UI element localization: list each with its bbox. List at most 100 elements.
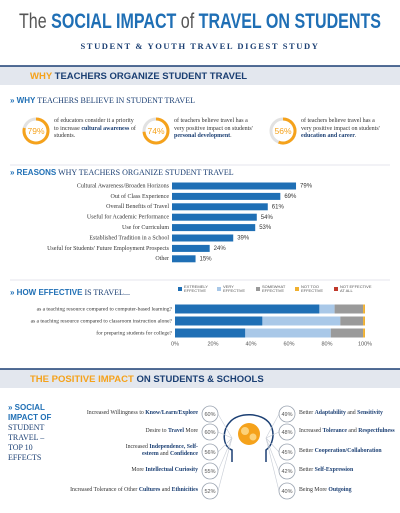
head-outline xyxy=(223,414,274,462)
text-part: » WHY xyxy=(10,96,36,105)
percent-circle xyxy=(278,462,296,480)
text-part: Increased Willingness to xyxy=(86,410,146,416)
effect-text: Better Adaptability and Sensitivity xyxy=(299,410,395,417)
percent: 45% xyxy=(281,450,292,456)
bar-segment xyxy=(330,328,364,338)
text-part: Ethnicities xyxy=(171,487,198,493)
category-label: Cultural Awareness/Broaden Horizons xyxy=(77,183,170,189)
legend-label: NOT TOO EFFECTIVE xyxy=(301,284,324,294)
text-part: Travel xyxy=(167,428,184,434)
text-part: WHY xyxy=(30,71,53,82)
text-part: Desire to xyxy=(145,428,168,434)
text-part: Better xyxy=(299,467,315,473)
text-part: of xyxy=(176,10,198,33)
x-tick-label: 60% xyxy=(283,341,294,347)
stat-text: of educators consider it a priority to i… xyxy=(54,118,138,141)
category-label: as a teaching resource compared to compu… xyxy=(37,306,173,312)
text-part: TEACHERS ORGANIZE STUDENT TRAVEL xyxy=(52,71,247,82)
effect-text: Desire to Travel More xyxy=(54,428,198,435)
legend-label: EXTREMELY EFFECTIVE xyxy=(184,284,208,294)
value-label: 39% xyxy=(237,236,250,242)
percent-circle xyxy=(201,462,219,480)
text-part: Confidence xyxy=(169,451,198,458)
percent: 48% xyxy=(281,430,292,436)
ring-arc xyxy=(278,117,297,145)
bar-segment xyxy=(363,304,365,314)
bar-segment xyxy=(175,304,320,314)
percent: 49% xyxy=(281,412,292,418)
connector xyxy=(217,437,233,492)
text-part: . xyxy=(230,133,232,139)
x-tick-label: 80% xyxy=(321,341,332,347)
subtitle: STUDENT & YOUTH TRAVEL DIGEST STUDY xyxy=(80,41,319,51)
percent-circle xyxy=(201,405,219,423)
stat-value: 74% xyxy=(147,126,164,136)
text-part: Cultures xyxy=(138,487,161,493)
text-part: education and career xyxy=(301,133,355,139)
percent-circle xyxy=(201,443,219,461)
ring-arc xyxy=(22,117,50,145)
text-part: ON STUDENTS & SCHOOLS xyxy=(134,374,264,385)
effect-text: Being More Outgoing xyxy=(299,487,395,494)
text-part: STUDENT TRAVEL – TOP 10 EFFECTS xyxy=(8,423,45,462)
text-part: More xyxy=(131,467,146,473)
text-part: and xyxy=(345,410,358,416)
value-label: 24% xyxy=(214,246,227,252)
text-part: of teachers believe travel has a very po… xyxy=(301,118,380,132)
connector xyxy=(265,437,280,472)
stat-value: 56% xyxy=(274,126,291,136)
category-label: Out of Class Experience xyxy=(111,193,170,200)
legend-label: NOT EFFECTIVE AT ALL xyxy=(340,284,372,294)
bar-segment xyxy=(334,304,364,314)
section-band xyxy=(0,369,400,388)
section-title: WHY TEACHERS ORGANIZE STUDENT TRAVEL xyxy=(30,71,247,82)
x-tick-label: 20% xyxy=(207,341,218,347)
text-part: of teachers believe travel has a very po… xyxy=(174,118,253,132)
bar xyxy=(172,224,256,232)
connector xyxy=(265,413,280,439)
text-part: Outgoing xyxy=(328,487,352,493)
text-part: Increased xyxy=(299,428,323,434)
text-part: THE POSITIVE IMPACT xyxy=(30,374,134,385)
category-label: as a teaching resource compared to class… xyxy=(31,318,173,324)
text-part: Increased Tolerance of Other xyxy=(70,487,139,493)
percent: 60% xyxy=(204,430,215,436)
text-part: and xyxy=(158,451,170,458)
x-tick-label: 100% xyxy=(358,341,372,347)
legend-swatch xyxy=(256,287,260,291)
percent: 60% xyxy=(204,412,215,418)
bar xyxy=(172,213,257,221)
text-part: Respectfulness xyxy=(358,428,395,434)
text-part: Know/Learn/Explore xyxy=(145,410,198,416)
brain-detail xyxy=(241,427,249,435)
value-label: 54% xyxy=(261,215,274,221)
x-tick-label: 0% xyxy=(171,341,179,347)
category-label: Use for Curriculum xyxy=(122,224,169,231)
bar-segment xyxy=(175,316,263,326)
text-part: Adaptability xyxy=(314,410,346,416)
bar-segment xyxy=(319,304,335,314)
category-label: Established Tradition in a School xyxy=(89,235,169,241)
legend-swatch xyxy=(295,287,299,291)
text-part: and xyxy=(160,487,172,493)
legend-swatch xyxy=(217,287,221,291)
percent-circle xyxy=(278,443,296,461)
brain xyxy=(238,423,260,445)
bar xyxy=(172,182,297,190)
text-part: TEACHERS BELIEVE IN STUDENT TRAVEL xyxy=(35,96,195,105)
text-part: and xyxy=(346,428,359,434)
section-heading: » REASONS WHY TEACHERS ORGANIZE STUDENT … xyxy=(10,168,234,177)
brain-detail xyxy=(249,433,257,441)
bar-segment xyxy=(363,316,365,326)
text-part: » HOW EFFECTIVE xyxy=(10,288,83,297)
category-label: Overall Benefits of Travel xyxy=(106,203,169,210)
x-tick-label: 40% xyxy=(245,341,256,347)
text-part: Better xyxy=(299,410,315,416)
value-label: 61% xyxy=(272,204,285,210)
value-label: 53% xyxy=(259,225,272,231)
bar-segment xyxy=(262,316,341,326)
value-label: 15% xyxy=(200,256,213,262)
value-label: 79% xyxy=(300,184,313,190)
text-part: Self-Expression xyxy=(314,467,354,473)
text-part: cultural awareness xyxy=(81,125,130,132)
